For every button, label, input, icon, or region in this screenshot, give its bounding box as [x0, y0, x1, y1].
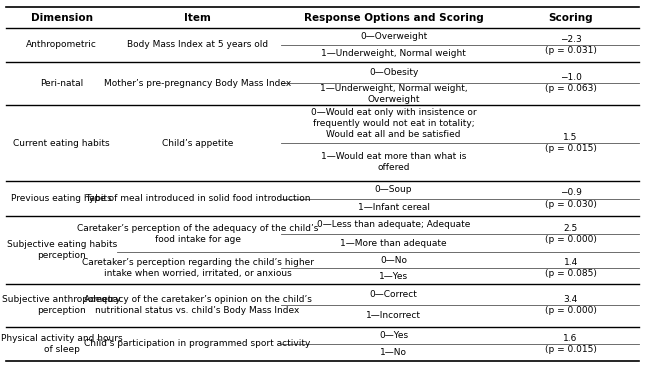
Text: Dimension: Dimension	[31, 13, 93, 22]
Text: 1—Infant cereal: 1—Infant cereal	[357, 202, 430, 212]
Text: Item: Item	[184, 13, 211, 22]
Text: Child’s participation in programmed sport activity: Child’s participation in programmed spor…	[84, 339, 311, 348]
Text: Previous eating habits: Previous eating habits	[12, 194, 112, 203]
Text: Mother’s pre-pregnancy Body Mass Index: Mother’s pre-pregnancy Body Mass Index	[104, 79, 292, 88]
Text: 1.6
(p = 0.015): 1.6 (p = 0.015)	[544, 333, 597, 354]
Text: 1—Yes: 1—Yes	[379, 272, 408, 280]
Text: −2.3
(p = 0.031): −2.3 (p = 0.031)	[544, 35, 597, 55]
Text: −1.0
(p = 0.063): −1.0 (p = 0.063)	[544, 73, 597, 93]
Text: 1—Underweight, Normal weight,
Overweight: 1—Underweight, Normal weight, Overweight	[320, 84, 468, 104]
Text: Response Options and Scoring: Response Options and Scoring	[304, 13, 484, 22]
Text: 1—No: 1—No	[380, 348, 407, 357]
Text: Type of meal introduced in solid food introduction: Type of meal introduced in solid food in…	[85, 194, 310, 203]
Text: Caretaker’s perception regarding the child’s higher
intake when worried, irritat: Caretaker’s perception regarding the chi…	[82, 258, 313, 278]
Text: 1—Underweight, Normal weight: 1—Underweight, Normal weight	[321, 49, 466, 58]
Text: 1.4
(p = 0.085): 1.4 (p = 0.085)	[544, 258, 597, 278]
Text: 0—Less than adequate; Adequate: 0—Less than adequate; Adequate	[317, 220, 470, 229]
Text: 1—Incorrect: 1—Incorrect	[366, 311, 421, 321]
Text: 0—Would eat only with insistence or
frequently would not eat in totality;
Would : 0—Would eat only with insistence or freq…	[311, 108, 477, 139]
Text: Body Mass Index at 5 years old: Body Mass Index at 5 years old	[127, 40, 268, 49]
Text: 1.5
(p = 0.015): 1.5 (p = 0.015)	[544, 133, 597, 153]
Text: 0—Obesity: 0—Obesity	[369, 68, 419, 77]
Text: Current eating habits: Current eating habits	[14, 138, 110, 148]
Text: 1—Would eat more than what is
offered: 1—Would eat more than what is offered	[321, 152, 466, 172]
Text: Anthropometric: Anthropometric	[26, 40, 97, 49]
Text: Subjective anthropometry
perception: Subjective anthropometry perception	[3, 295, 121, 315]
Text: 1—More than adequate: 1—More than adequate	[341, 239, 447, 248]
Text: 3.4
(p = 0.000): 3.4 (p = 0.000)	[544, 295, 597, 315]
Text: 0—Overweight: 0—Overweight	[360, 32, 427, 41]
Text: Physical activity and hours
of sleep: Physical activity and hours of sleep	[1, 333, 123, 354]
Text: 0—Yes: 0—Yes	[379, 330, 408, 340]
Text: Child’s appetite: Child’s appetite	[162, 138, 233, 148]
Text: 0—Soup: 0—Soup	[375, 185, 412, 194]
Text: Adequacy of the caretaker’s opinion on the child’s
nutritional status vs. child’: Adequacy of the caretaker’s opinion on t…	[84, 295, 312, 315]
Text: 0—Correct: 0—Correct	[370, 290, 417, 299]
Text: Scoring: Scoring	[548, 13, 593, 22]
Text: Subjective eating habits
perception: Subjective eating habits perception	[6, 240, 117, 260]
Text: Peri-natal: Peri-natal	[40, 79, 83, 88]
Text: 2.5
(p = 0.000): 2.5 (p = 0.000)	[544, 224, 597, 244]
Text: Caretaker’s perception of the adequacy of the child’s
food intake for age: Caretaker’s perception of the adequacy o…	[77, 224, 319, 244]
Text: 0—No: 0—No	[380, 256, 407, 265]
Text: −0.9
(p = 0.030): −0.9 (p = 0.030)	[544, 188, 597, 209]
